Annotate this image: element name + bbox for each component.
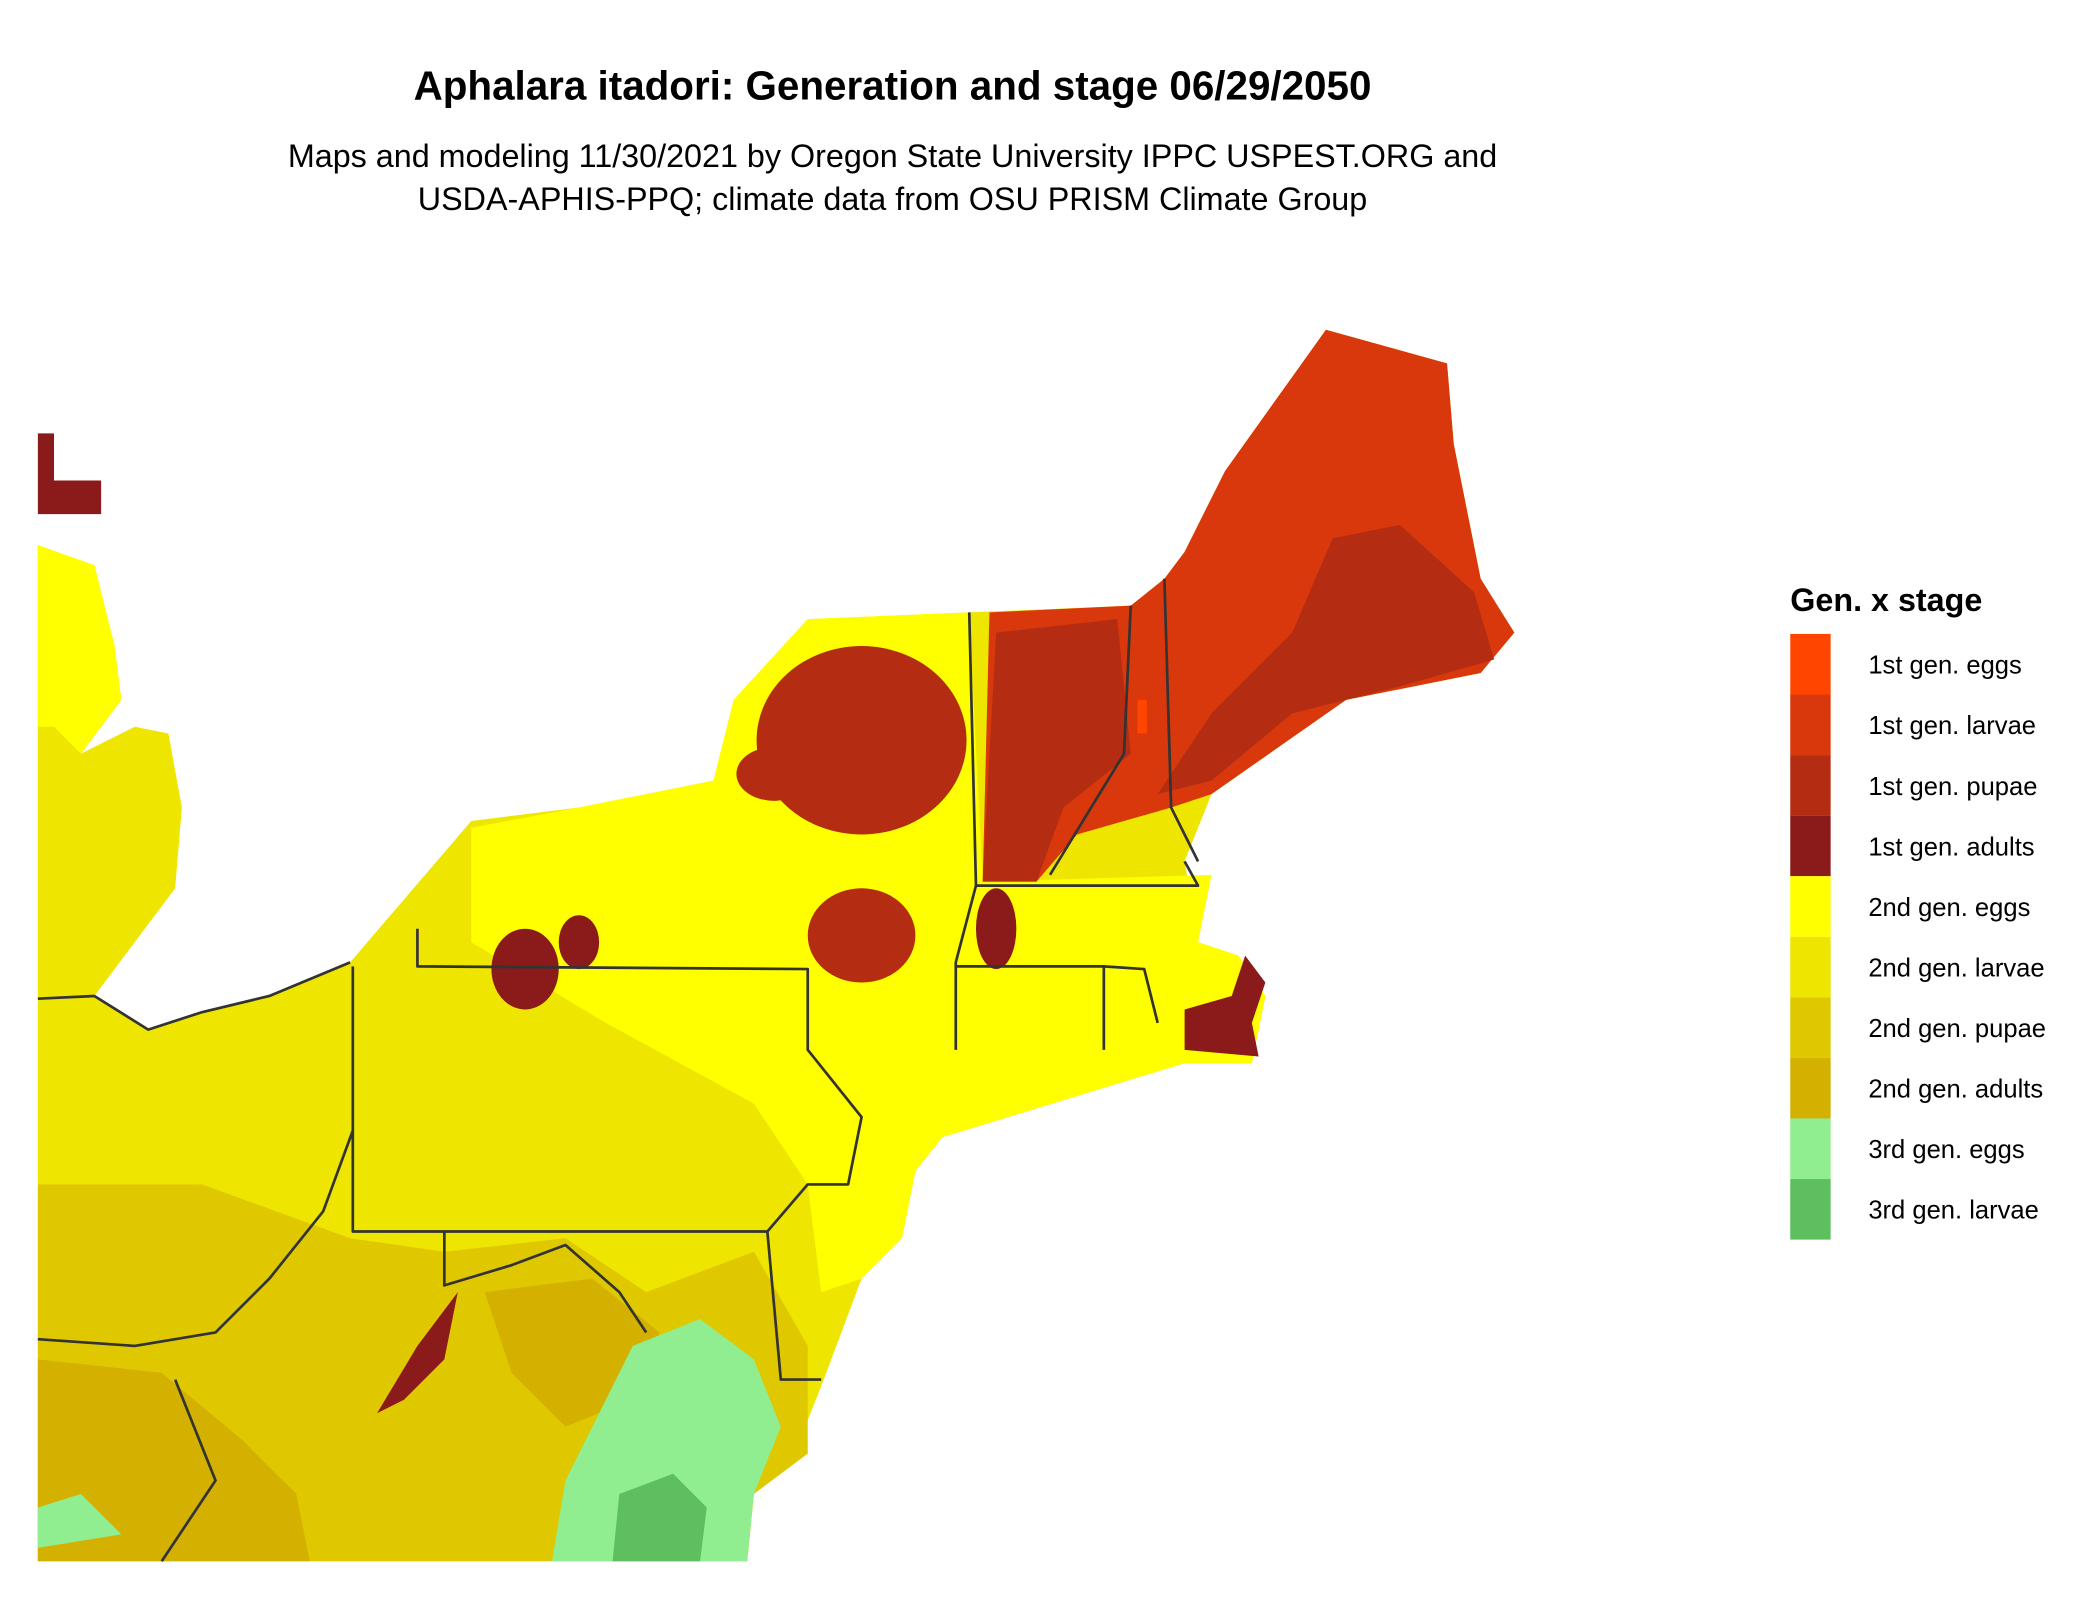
legend-swatch bbox=[1790, 1118, 1831, 1180]
region bbox=[982, 619, 1131, 882]
legend-swatch bbox=[1790, 815, 1831, 877]
legend-label: 2nd gen. pupae bbox=[1868, 1015, 2046, 1043]
state-border bbox=[442, 1231, 648, 1334]
legend-label: 1st gen. eggs bbox=[1868, 652, 2022, 680]
legend: 1st gen. eggs 1st gen. larvae 1st gen. pup… bbox=[1790, 633, 2046, 1240]
state-border bbox=[954, 612, 978, 1050]
region bbox=[37, 1359, 310, 1562]
legend-label: 3rd gen. eggs bbox=[1868, 1136, 2024, 1164]
state-border bbox=[351, 928, 863, 1233]
state-border bbox=[766, 1231, 822, 1381]
map-subtitle: Maps and modeling 11/30/2021 by Oregon S… bbox=[288, 138, 1497, 174]
legend-label: 1st gen. adults bbox=[1868, 833, 2034, 861]
map bbox=[37, 329, 1515, 1563]
legend-label: 2nd gen. larvae bbox=[1868, 954, 2044, 982]
legend-swatch bbox=[1790, 1179, 1831, 1240]
legend-swatch bbox=[1790, 997, 1831, 1058]
region bbox=[612, 1473, 707, 1562]
state-border bbox=[955, 965, 1159, 1024]
region bbox=[552, 1319, 781, 1562]
state-border bbox=[160, 1379, 217, 1563]
legend-title: Gen. x stage bbox=[1790, 582, 1982, 618]
map-subtitle: USDA-APHIS-PPQ; climate data from OSU PR… bbox=[418, 181, 1367, 217]
state-border bbox=[1048, 605, 1133, 876]
region bbox=[37, 545, 122, 754]
legend-label: 2nd gen. adults bbox=[1868, 1076, 2043, 1104]
state-border bbox=[37, 961, 351, 1031]
legend-label: 1st gen. larvae bbox=[1868, 712, 2036, 740]
region bbox=[807, 888, 916, 983]
region bbox=[1184, 955, 1266, 1057]
region bbox=[975, 888, 1017, 970]
region bbox=[1137, 699, 1147, 734]
legend-swatch bbox=[1790, 1057, 1831, 1119]
region bbox=[736, 746, 812, 801]
region bbox=[491, 928, 559, 1010]
region bbox=[37, 433, 102, 515]
region bbox=[1157, 524, 1495, 795]
state-border bbox=[37, 1130, 355, 1348]
legend-swatch bbox=[1790, 936, 1831, 998]
map-title: Aphalara itadori: Generation and stage 0… bbox=[414, 63, 1372, 109]
legend-swatch bbox=[1790, 633, 1831, 695]
region bbox=[558, 915, 600, 970]
legend-label: 1st gen. pupae bbox=[1868, 773, 2037, 801]
legend-swatch bbox=[1790, 694, 1831, 756]
legend-label: 2nd gen. eggs bbox=[1868, 894, 2030, 922]
region bbox=[37, 1493, 122, 1548]
region bbox=[377, 1292, 458, 1414]
legend-swatch bbox=[1790, 755, 1831, 816]
state-border bbox=[1163, 578, 1200, 862]
legend-label: 3rd gen. larvae bbox=[1868, 1197, 2039, 1225]
legend-swatch bbox=[1790, 876, 1831, 937]
state-border bbox=[975, 860, 1200, 887]
region bbox=[756, 646, 967, 835]
